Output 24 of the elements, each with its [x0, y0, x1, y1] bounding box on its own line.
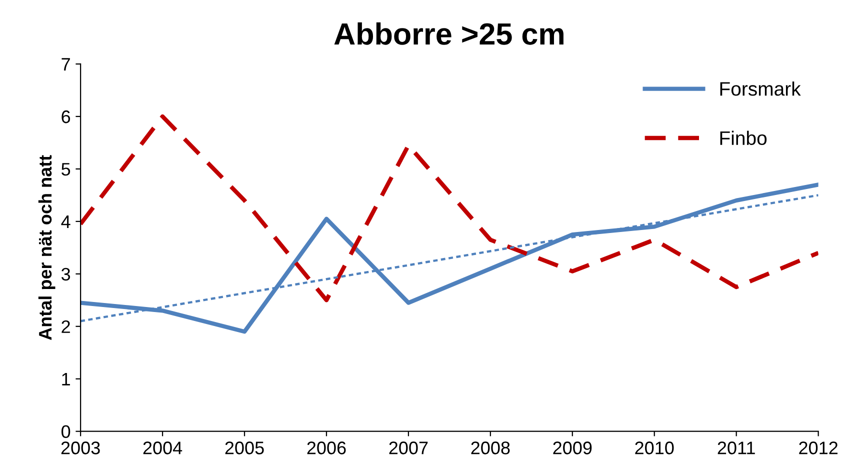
x-tick-label: 2005	[225, 442, 264, 454]
x-tick-label: 2003	[61, 442, 100, 454]
x-tick-label: 2007	[389, 442, 428, 454]
y-tick-label: 1	[62, 372, 70, 386]
x-tick-label: 2011	[718, 442, 755, 454]
x-tick-label: 2006	[307, 442, 346, 454]
x-tick-label: 2008	[471, 442, 510, 454]
y-tick-label: 7	[62, 58, 70, 71]
y-axis-title: Antal per nät och natt	[38, 155, 56, 340]
x-tick-label: 2004	[143, 442, 182, 454]
x-tick-label: 2010	[635, 442, 674, 454]
x-tick-label: 2009	[553, 442, 592, 454]
y-tick-label: 5	[62, 163, 70, 176]
legend-label: Forsmark	[720, 81, 801, 96]
line-series	[80, 114, 818, 302]
line-series	[80, 182, 818, 334]
y-tick-label: 2	[62, 320, 70, 333]
legend-label: Finbo	[720, 130, 767, 146]
x-tick-label: 2012	[799, 442, 838, 454]
y-tick-label: 4	[61, 216, 70, 228]
y-tick-label: 3	[61, 268, 70, 281]
y-tick-label: 6	[62, 110, 70, 124]
chart-title: Abborre >25 cm	[334, 22, 564, 45]
y-tick-label: 0	[62, 425, 70, 438]
